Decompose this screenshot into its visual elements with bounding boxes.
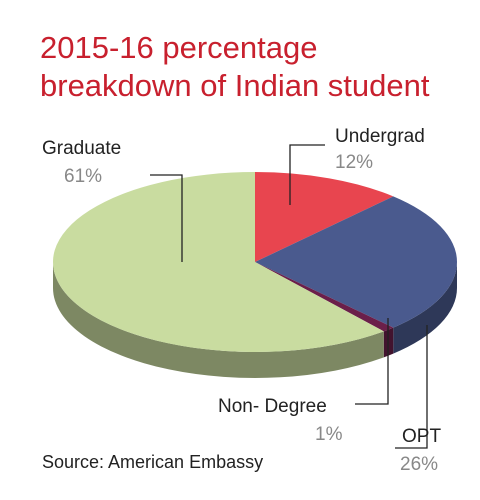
chart-title: 2015-16 percentage: [40, 30, 318, 65]
slice: [255, 262, 394, 332]
pie: [52, 172, 457, 378]
leader-line: [355, 318, 389, 405]
slice-label: Non- Degree: [218, 396, 327, 417]
slice-side: [53, 262, 384, 378]
slice: [52, 172, 384, 352]
slice-side: [393, 262, 457, 354]
slice-value-label: 1%: [315, 424, 343, 445]
slice-value-label: 12%: [335, 152, 373, 173]
leader-line: [289, 144, 325, 205]
slice: [255, 196, 457, 328]
leader-line: [395, 325, 428, 449]
leader-line: [150, 174, 183, 262]
slice-value-label: 61%: [64, 166, 102, 187]
source: Source: American Embassy: [42, 452, 263, 472]
slice-label: OPT: [402, 426, 441, 447]
slice-value-label: 26%: [400, 454, 438, 475]
slice-label: Graduate: [42, 138, 121, 159]
slice-label: Undergrad: [335, 126, 425, 147]
chart-subtitle: breakdown of Indian student: [40, 68, 430, 103]
